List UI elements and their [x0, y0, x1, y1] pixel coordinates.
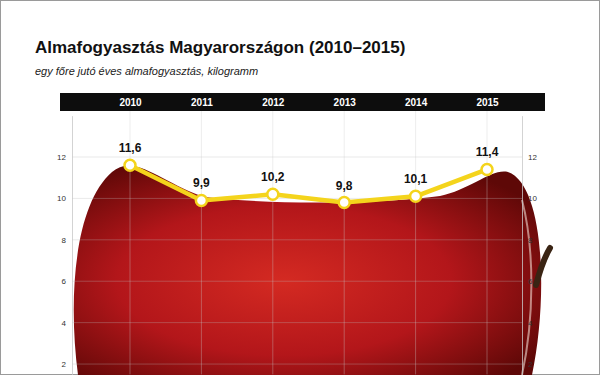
marker [196, 195, 207, 206]
y-tick: 8 [62, 236, 72, 245]
x-axis-line [131, 106, 488, 107]
y-axis-right: 2 4 6 8 10 12 [522, 116, 537, 375]
grid [72, 111, 522, 374]
grid-line-y [72, 322, 522, 323]
x-tick-label: 2011 [191, 97, 213, 108]
chart-container: Almafogyasztás Magyarországon (2010–2015… [0, 0, 600, 375]
y-tick: 12 [57, 153, 72, 162]
data-label: 11,6 [119, 141, 142, 155]
grid-line-x [272, 111, 273, 374]
x-tick: 2010 [119, 97, 142, 108]
y-tick-label-right: 8 [528, 236, 533, 245]
chart-svg: Almafogyasztás Magyarországon (2010–2015… [0, 0, 600, 375]
grid-line-y [72, 157, 522, 158]
y-tick-label-right: 2 [528, 360, 533, 369]
data-label: 9,8 [336, 179, 353, 193]
x-axis: 2010 2011 2012 2013 2014 2015 [119, 97, 499, 108]
y-axis-line [72, 116, 73, 375]
y-tick: 2 [62, 360, 72, 369]
y-tick-label-right: 10 [528, 194, 537, 203]
marker [267, 189, 278, 200]
grid-line-x [344, 111, 345, 374]
x-tick: 2013 [334, 97, 357, 108]
plot-area [125, 160, 493, 208]
x-tick-label: 2014 [405, 97, 428, 108]
grid-line-y [72, 281, 522, 282]
y-tick-label-right: 6 [528, 277, 533, 286]
title: Almafogyasztás Magyarországon (2010–2015… [35, 38, 405, 57]
y-tick: 10 [57, 194, 72, 203]
marker [410, 191, 421, 202]
y-tick: 12 [522, 153, 537, 162]
page-frame [1, 1, 600, 375]
data-label: 9,9 [193, 176, 210, 190]
x-tick: 2014 [405, 97, 428, 108]
y-tick: 4 [522, 319, 533, 328]
data-label: 10,1 [404, 172, 428, 186]
y-tick: 4 [62, 319, 72, 328]
y-tick-label-left: 6 [62, 277, 67, 286]
x-tick-label: 2012 [262, 97, 285, 108]
y-tick-label-left: 10 [57, 194, 66, 203]
x-tick: 2012 [262, 97, 285, 108]
y-axis-line [522, 116, 523, 375]
y-tick: 8 [522, 236, 533, 245]
line [130, 165, 487, 202]
x-tick-label: 2015 [476, 97, 499, 108]
grid-line-y [72, 239, 522, 240]
y-tick-label-left: 4 [62, 319, 67, 328]
marker [125, 160, 136, 171]
x-tick: 2011 [191, 97, 213, 108]
y-tick-label-right: 4 [528, 319, 533, 328]
x-tick-label: 2010 [119, 97, 142, 108]
data-labels: 11,6 9,9 10,2 9,8 10,1 11,4 [119, 141, 499, 192]
grid-line-x [201, 111, 202, 374]
y-tick-label-right: 12 [528, 153, 537, 162]
y-tick: 10 [522, 194, 537, 203]
grid-line-x [415, 111, 416, 374]
y-tick-label-left: 12 [57, 153, 66, 162]
y-tick: 6 [522, 277, 533, 286]
subtitle: egy főre jutó éves almafogyasztás, kilog… [35, 65, 258, 77]
y-tick: 6 [62, 277, 72, 286]
y-tick: 2 [522, 360, 533, 369]
apple-background [74, 166, 541, 375]
x-tick: 2015 [476, 97, 499, 108]
marker [482, 164, 493, 175]
header-bar [60, 93, 545, 111]
apple-stem [536, 248, 550, 285]
x-tick-label: 2013 [334, 97, 357, 108]
data-label: 10,2 [261, 170, 285, 184]
y-tick-label-left: 8 [62, 236, 67, 245]
y-tick-label-left: 2 [62, 360, 67, 369]
grid-line-y [72, 364, 522, 365]
data-label: 11,4 [476, 145, 499, 159]
apple-highlight [522, 200, 531, 375]
marker [339, 197, 350, 208]
y-axis-left: 2 4 6 8 10 12 [57, 116, 72, 375]
